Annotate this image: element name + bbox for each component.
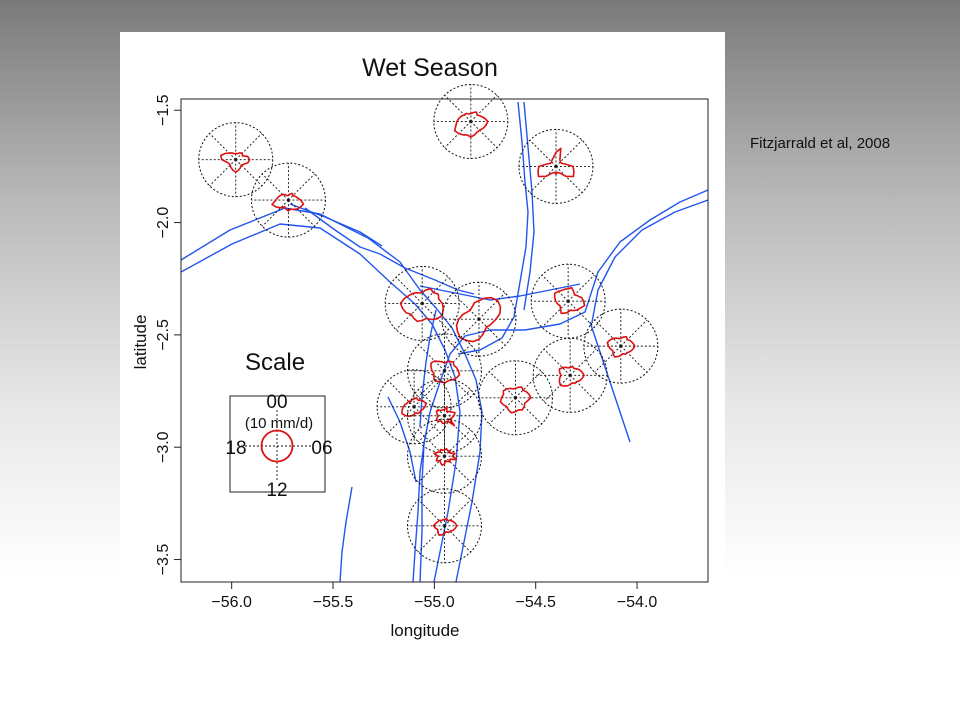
- station-diurnal-curve: [433, 447, 458, 467]
- station-spoke: [569, 375, 597, 402]
- station-1: [198, 122, 274, 198]
- station-roses: [198, 83, 659, 564]
- station-7: [530, 263, 606, 339]
- scale-hour-18: 18: [225, 438, 246, 459]
- station-spoke: [488, 371, 516, 399]
- station-spoke: [555, 166, 583, 193]
- scale-title: Scale: [245, 349, 305, 376]
- plot-frame: [180, 98, 709, 583]
- station-spoke: [235, 159, 263, 187]
- river-network: [181, 101, 708, 582]
- y-tick-label: −3.5: [155, 544, 172, 576]
- river-line-7: [523, 101, 535, 311]
- y-axis-label: latitude: [131, 315, 150, 370]
- station-spoke: [288, 199, 315, 227]
- station-spoke: [620, 345, 648, 373]
- river-line-11: [412, 436, 426, 582]
- station-spoke: [515, 397, 542, 425]
- station-spoke: [529, 166, 557, 193]
- station-spoke: [620, 319, 648, 347]
- y-tick-label: −3.0: [155, 431, 172, 463]
- station-diurnal-curve: [537, 147, 575, 178]
- station-diurnal-curve: [499, 386, 532, 414]
- station-8: [583, 308, 659, 384]
- station-spoke: [395, 303, 423, 330]
- station-spoke: [261, 199, 289, 227]
- station-diurnal-curve: [558, 365, 585, 387]
- river-line-12: [387, 396, 417, 483]
- river-line-3: [289, 203, 383, 247]
- x-tick-label: −54.0: [617, 594, 658, 611]
- station-spoke: [478, 292, 506, 320]
- y-tick-label: −1.5: [155, 94, 172, 126]
- x-tick-label: −56.0: [211, 594, 252, 611]
- river-line-8: [419, 189, 708, 582]
- station-4: [518, 128, 594, 204]
- station-spoke: [235, 133, 263, 160]
- station-spoke: [261, 173, 289, 201]
- scale-hour-00: 00: [266, 392, 287, 413]
- scale-hour-06: 06: [311, 438, 332, 459]
- scale-box-frame: [229, 395, 326, 493]
- scale-unit-label: (10 mm/d): [245, 415, 313, 432]
- station-spoke: [569, 348, 597, 376]
- river-line-1: [181, 207, 483, 582]
- station-5: [384, 265, 460, 341]
- station-2: [250, 162, 326, 238]
- station-spoke: [418, 415, 445, 443]
- station-spoke: [543, 348, 571, 376]
- x-tick-label: −55.0: [414, 594, 455, 611]
- station-12: [376, 369, 452, 445]
- station-spoke: [209, 159, 237, 187]
- river-line-4: [304, 207, 475, 295]
- y-tick-label: −2.0: [155, 207, 172, 239]
- river-line-6: [457, 101, 529, 355]
- station-diurnal-curve: [453, 111, 489, 138]
- station-15: [407, 488, 482, 564]
- river-line-2: [181, 223, 461, 582]
- station-3: [433, 83, 509, 159]
- station-spoke: [594, 345, 622, 373]
- station-9: [407, 333, 482, 409]
- station-11: [532, 337, 608, 413]
- station-14: [407, 418, 482, 494]
- river-line-13: [339, 486, 353, 582]
- station-diurnal-curve: [553, 286, 586, 315]
- axes: −56.0 −55.5 −55.0 −54.5 −54.0 −1.5 −2.0 −2.5 −3.…: [155, 94, 657, 611]
- station-diurnal-curve: [455, 296, 502, 343]
- y-tick-label: −2.5: [155, 319, 172, 351]
- station-6: [441, 281, 517, 357]
- station-diurnal-curve: [399, 287, 445, 323]
- scale-hour-12: 12: [266, 480, 287, 501]
- station-diurnal-curve: [606, 335, 636, 358]
- source-credit: Fitzjarrald et al, 2008: [750, 135, 891, 152]
- station-spoke: [488, 397, 516, 425]
- x-tick-label: −55.5: [313, 594, 354, 611]
- scale-reference-circle: [260, 429, 294, 463]
- station-diurnal-curve: [220, 152, 251, 173]
- chart-title: Wet Season: [362, 54, 498, 82]
- station-10: [477, 360, 553, 436]
- river-line-9: [591, 199, 708, 323]
- station-spoke: [541, 300, 569, 328]
- station-spoke: [444, 455, 471, 483]
- river-line-14: [419, 309, 437, 428]
- x-tick-label: −54.5: [515, 594, 556, 611]
- station-diurnal-curve: [401, 396, 427, 418]
- station-diurnal-curve: [271, 192, 305, 212]
- scale-legend: Scale 00 (10 mm/d) 18 06 12: [225, 349, 332, 501]
- station-13: [407, 378, 482, 454]
- chart-panel: Wet Season Scale 00 (10 mm/d) 18 06 12 −56.0−…: [120, 32, 725, 652]
- station-spoke: [209, 133, 237, 160]
- station-spoke: [387, 406, 415, 434]
- station-diurnal-curve: [432, 517, 458, 537]
- x-axis-label: longitude: [390, 621, 459, 640]
